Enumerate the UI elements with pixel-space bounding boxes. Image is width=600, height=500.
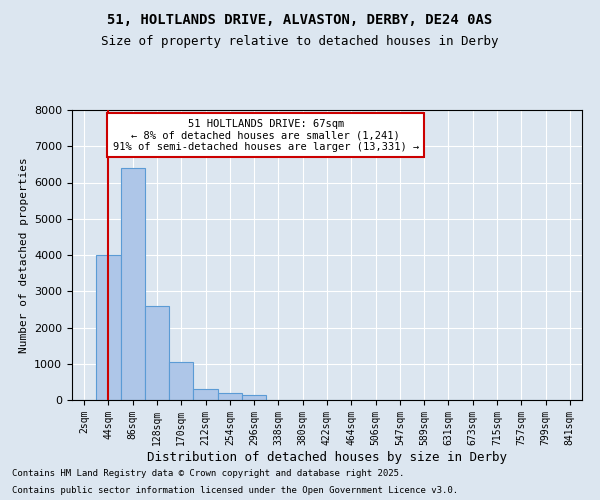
Bar — [169, 362, 193, 400]
Text: Contains public sector information licensed under the Open Government Licence v3: Contains public sector information licen… — [12, 486, 458, 495]
Text: Contains HM Land Registry data © Crown copyright and database right 2025.: Contains HM Land Registry data © Crown c… — [12, 468, 404, 477]
Text: Size of property relative to detached houses in Derby: Size of property relative to detached ho… — [101, 34, 499, 48]
Bar — [242, 394, 266, 400]
Text: 51, HOLTLANDS DRIVE, ALVASTON, DERBY, DE24 0AS: 51, HOLTLANDS DRIVE, ALVASTON, DERBY, DE… — [107, 14, 493, 28]
Bar — [218, 394, 242, 400]
Text: 51 HOLTLANDS DRIVE: 67sqm
← 8% of detached houses are smaller (1,241)
91% of sem: 51 HOLTLANDS DRIVE: 67sqm ← 8% of detach… — [113, 118, 419, 152]
Bar — [96, 255, 121, 400]
Bar — [193, 389, 218, 400]
Y-axis label: Number of detached properties: Number of detached properties — [19, 157, 29, 353]
Bar — [121, 168, 145, 400]
Bar — [145, 306, 169, 400]
X-axis label: Distribution of detached houses by size in Derby: Distribution of detached houses by size … — [147, 450, 507, 464]
